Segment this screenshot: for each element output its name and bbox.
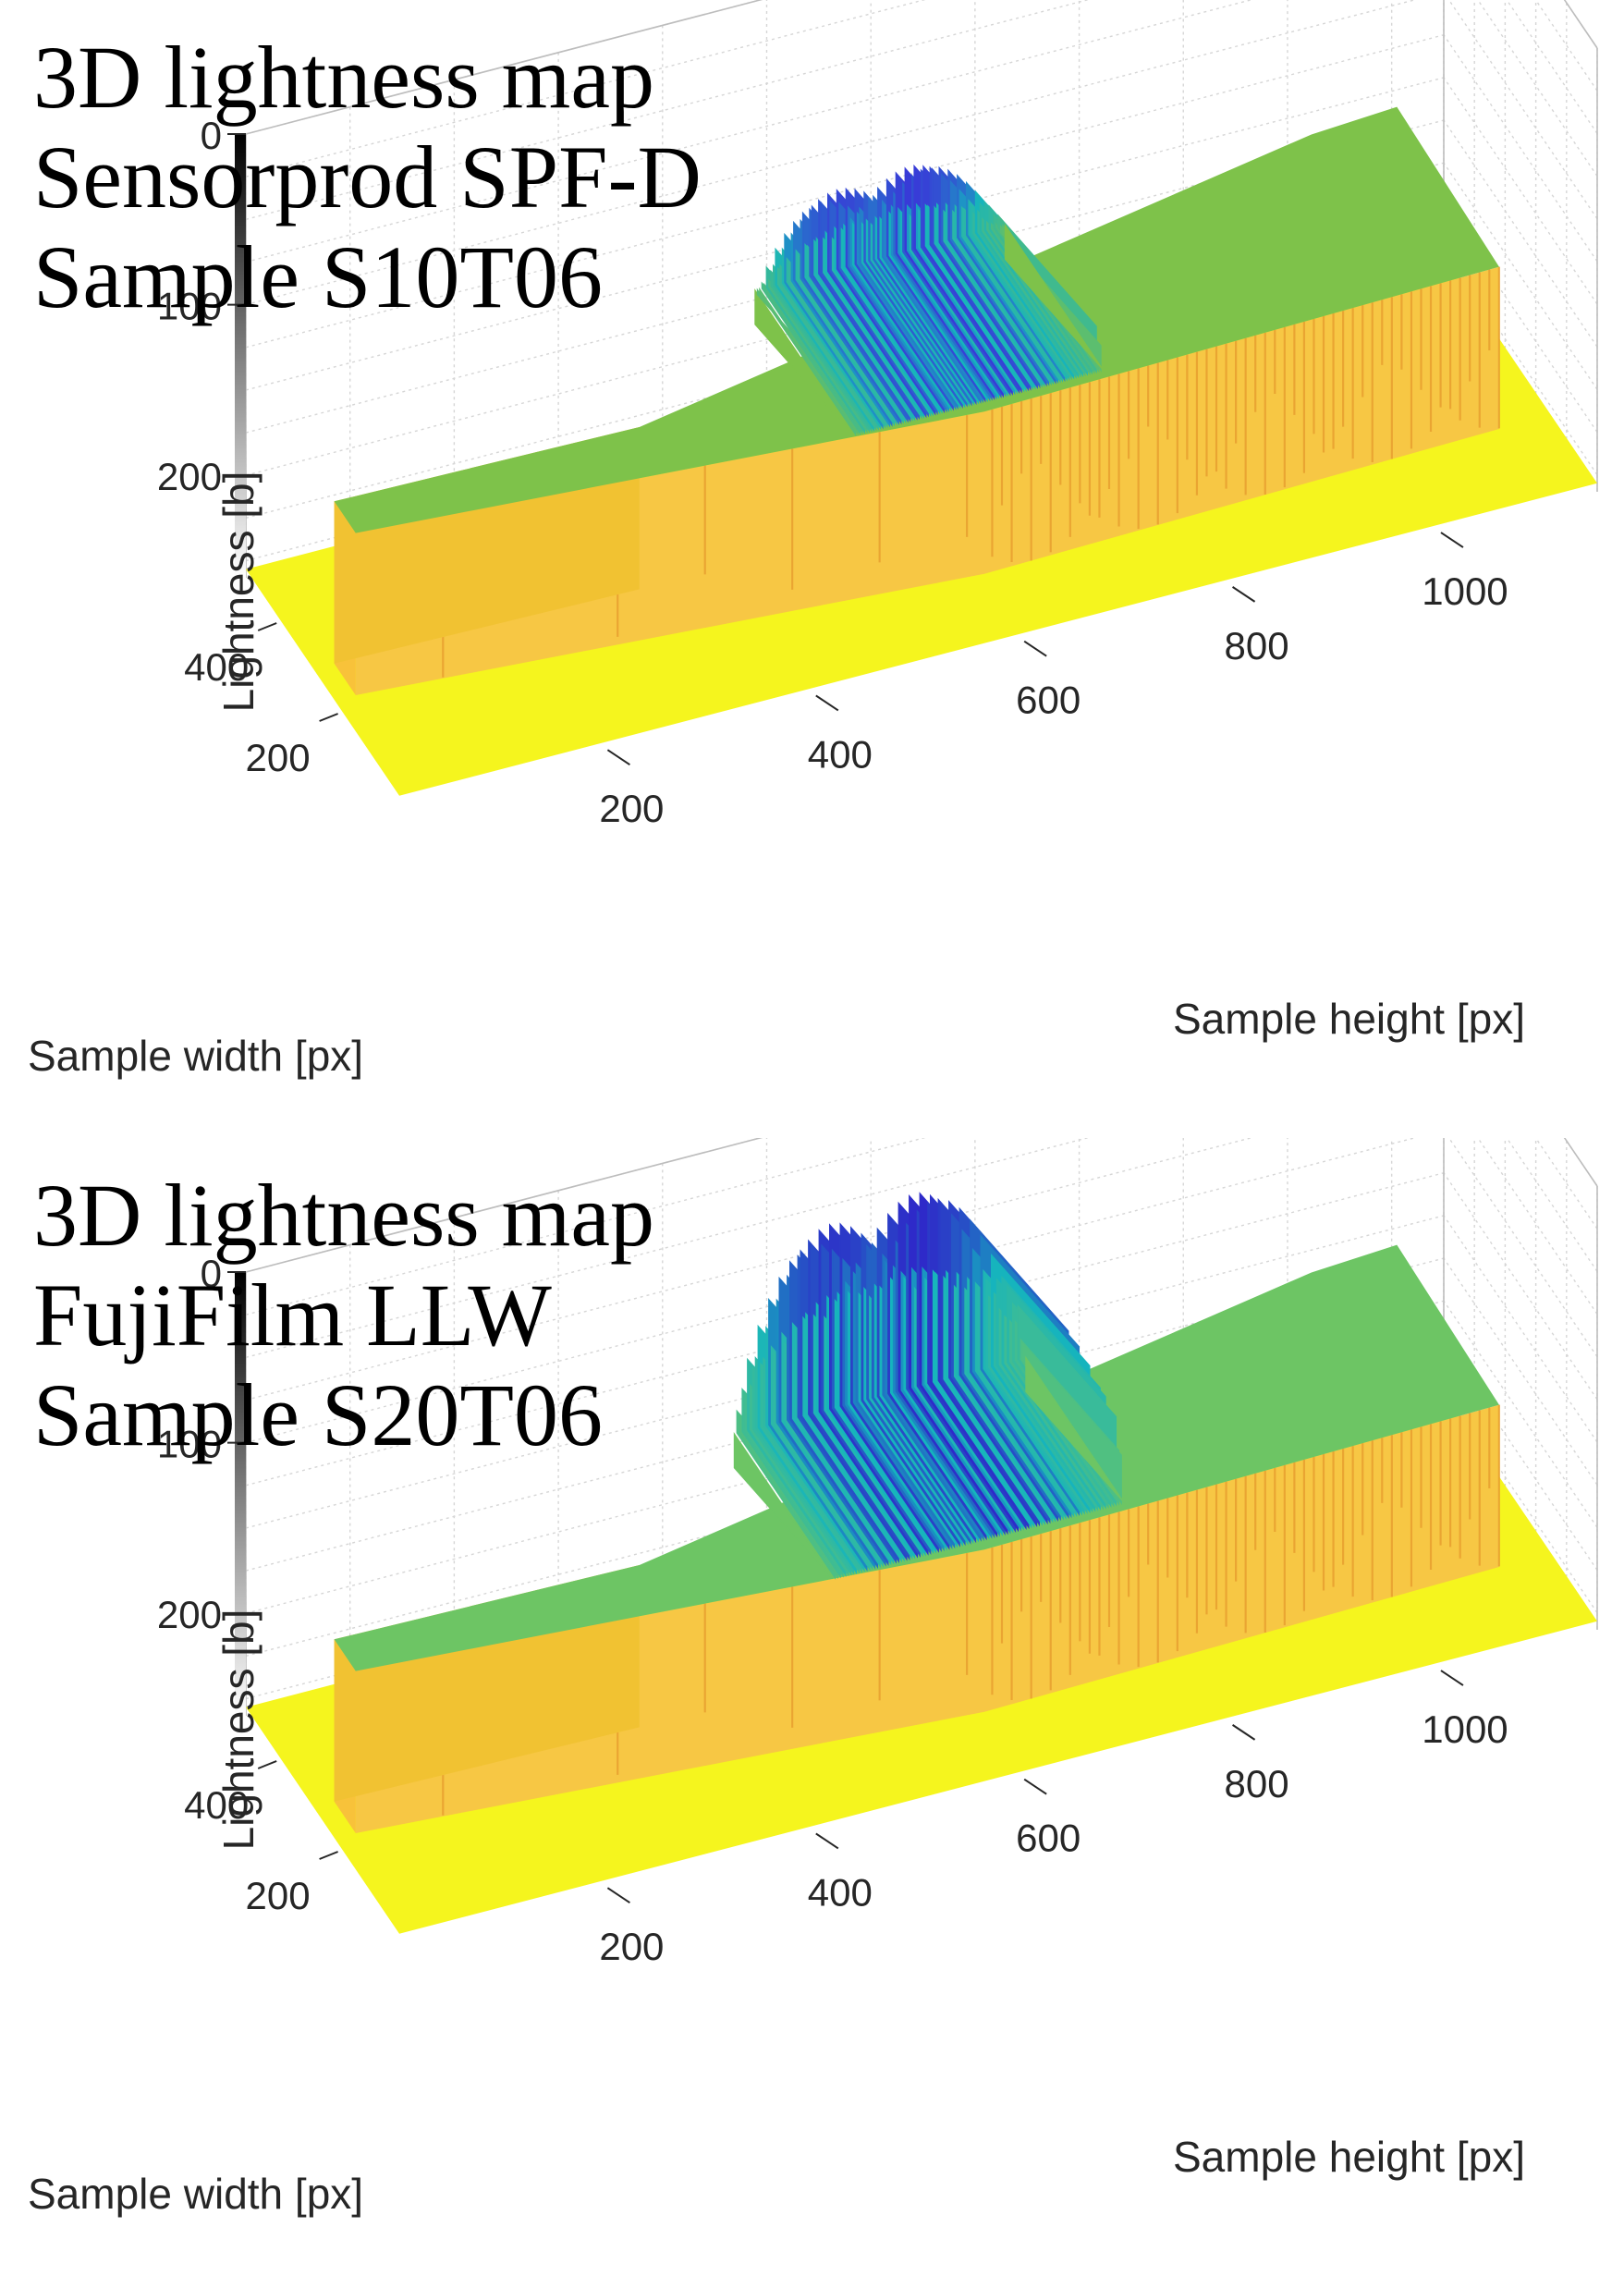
x-tick xyxy=(1023,640,1047,657)
y-tick-label: 200 xyxy=(246,1874,311,1917)
y-tick xyxy=(319,713,338,722)
x-tick-label: 800 xyxy=(1225,1762,1289,1805)
title-line-1: 3D lightness map xyxy=(33,28,654,127)
title-line-2: FujiFilm LLW xyxy=(33,1266,552,1364)
z-colorbar xyxy=(235,1272,246,1716)
x-tick xyxy=(1023,1778,1047,1795)
x-tick-label: 200 xyxy=(599,787,664,830)
surface-plot: 0 100 200 200 400 600 800 1000 400 200 Sample heig… xyxy=(28,1138,1598,2218)
peak-region xyxy=(733,1192,1125,1580)
z-tick-label: 200 xyxy=(157,1593,222,1636)
x-tick xyxy=(1232,586,1256,603)
x-axis-label: Sample height [px] xyxy=(1173,995,1525,1043)
x-tick-label: 1000 xyxy=(1422,569,1508,613)
x-tick-label: 400 xyxy=(808,1870,873,1914)
grid xyxy=(245,0,1598,578)
z-tick-label: 200 xyxy=(157,455,222,498)
x-tick-label: 200 xyxy=(599,1925,664,1968)
z-tick-label: 100 xyxy=(157,285,222,328)
y-tick xyxy=(257,1760,277,1769)
z-axis-label: Lightness [b] xyxy=(214,471,263,713)
x-tick xyxy=(606,1887,630,1904)
x-tick-label: 800 xyxy=(1225,624,1289,667)
x-tick-label: 600 xyxy=(1016,1817,1081,1860)
z-axis-label: Lightness [b] xyxy=(214,1609,263,1851)
z-colorbar xyxy=(235,134,246,578)
peak-region xyxy=(754,164,1105,437)
x-tick-label: 1000 xyxy=(1422,1707,1508,1751)
chart-title: 3D lightness map Sensorprod SPF-D Sample… xyxy=(33,28,702,327)
x-tick-label: 600 xyxy=(1016,679,1081,722)
title-line-2: Sensorprod SPF-D xyxy=(33,128,702,226)
x-tick xyxy=(815,1832,839,1850)
z-tick-label: 0 xyxy=(201,114,222,157)
z-tick-label: 100 xyxy=(157,1423,222,1466)
chart-panel-spf-d: 0 100 200 200 400 600 800 1000 400 200 Sample heig… xyxy=(28,0,1598,1080)
y-axis-label: Sample width [px] xyxy=(28,1032,363,1080)
chart-panel-fujifilm-llw: 0 100 200 200 400 600 800 1000 400 200 Sample heig… xyxy=(0,1138,1624,2276)
y-axis-label: Sample width [px] xyxy=(28,2170,363,2218)
x-tick xyxy=(1440,532,1464,548)
y-tick-label: 200 xyxy=(246,736,311,779)
title-line-3: Sample S20T06 xyxy=(33,1365,603,1464)
y-tick-label: 400 xyxy=(184,645,249,689)
surface-plot: 0 100 200 200 400 600 800 1000 400 200 Sample heig… xyxy=(28,0,1598,1080)
x-tick xyxy=(1440,1670,1464,1686)
y-tick-label: 400 xyxy=(184,1783,249,1827)
x-tick xyxy=(606,749,630,766)
y-tick xyxy=(257,622,277,631)
x-tick xyxy=(1232,1724,1256,1741)
y-tick xyxy=(319,1851,338,1860)
chart-title: 3D lightness map FujiFilm LLW Sample S20… xyxy=(33,1166,654,1465)
x-tick xyxy=(815,694,839,712)
x-axis-label: Sample height [px] xyxy=(1173,2133,1525,2181)
x-tick-label: 400 xyxy=(808,732,873,776)
title-line-3: Sample S10T06 xyxy=(33,227,603,326)
title-line-1: 3D lightness map xyxy=(33,1166,654,1265)
z-tick-label: 0 xyxy=(201,1252,222,1295)
